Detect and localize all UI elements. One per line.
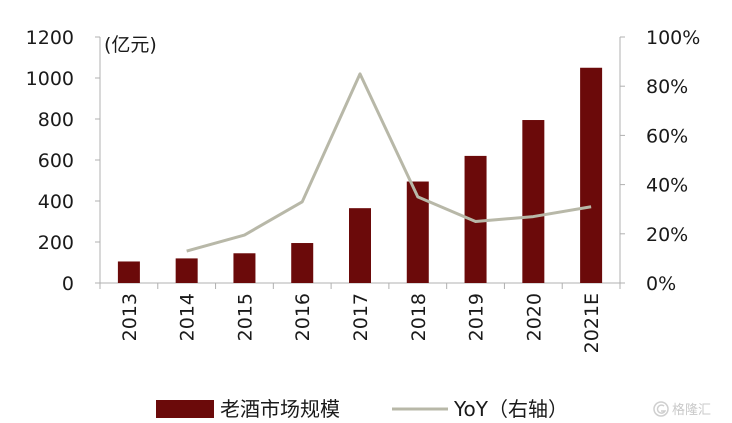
left-axis-tick-label: 1200 bbox=[26, 27, 74, 49]
right-axis-tick-label: 20% bbox=[646, 224, 688, 246]
left-axis-tick-label: 200 bbox=[38, 232, 74, 254]
right-axis-tick-label: 0% bbox=[646, 273, 676, 295]
bar-series bbox=[117, 67, 603, 284]
bar bbox=[233, 253, 256, 283]
x-axis-tick-label: 2021E bbox=[581, 293, 603, 353]
left-axis-tick-label: 800 bbox=[38, 109, 74, 131]
right-axis: 0% 20% 40% 60% 80% 100% bbox=[619, 27, 700, 295]
bar bbox=[291, 243, 314, 283]
left-axis-tick-label: 0 bbox=[62, 273, 74, 295]
bar bbox=[580, 67, 603, 283]
g-logo-icon bbox=[653, 401, 669, 417]
right-axis-tick-label: 40% bbox=[646, 175, 688, 197]
right-axis-tick-label: 80% bbox=[646, 76, 688, 98]
x-axis-tick-label: 2013 bbox=[119, 293, 141, 341]
bar bbox=[464, 155, 487, 283]
left-axis-tick-label: 1000 bbox=[26, 68, 74, 90]
bar bbox=[522, 120, 545, 284]
left-axis-tick-label: 400 bbox=[38, 191, 74, 213]
left-axis: 0 200 400 600 800 1000 1200 bbox=[26, 27, 101, 295]
x-axis-tick-label: 2019 bbox=[466, 293, 488, 341]
left-axis-tick-label: 600 bbox=[38, 150, 74, 172]
bar bbox=[349, 208, 371, 283]
x-axis-tick-label: 2016 bbox=[292, 293, 314, 341]
right-axis-tick-label: 60% bbox=[646, 125, 688, 147]
yoy-line bbox=[186, 72, 592, 253]
bar bbox=[117, 261, 140, 283]
line-series bbox=[186, 72, 592, 253]
bar bbox=[406, 181, 429, 283]
x-axis-tick-label: 2017 bbox=[350, 293, 372, 341]
legend: 老酒市场规模 YoY（右轴） bbox=[156, 397, 568, 421]
right-axis-tick-label: 100% bbox=[646, 27, 700, 49]
bar bbox=[175, 258, 198, 283]
watermark: 格隆汇 bbox=[653, 401, 711, 418]
left-axis-unit-label: (亿元) bbox=[104, 34, 157, 56]
x-axis: 2013 2014 2015 2016 2017 2018 2019 2020 2021E bbox=[99, 282, 621, 353]
x-axis-tick-label: 2014 bbox=[177, 293, 199, 341]
legend-line-label: YoY（右轴） bbox=[453, 397, 568, 421]
x-axis-tick-label: 2020 bbox=[523, 293, 545, 341]
x-axis-tick-label: 2018 bbox=[408, 293, 430, 341]
x-axis-tick-label: 2015 bbox=[234, 293, 256, 341]
legend-bar-swatch bbox=[156, 400, 214, 418]
legend-bar-label: 老酒市场规模 bbox=[220, 397, 340, 421]
watermark-text: 格隆汇 bbox=[672, 402, 711, 418]
